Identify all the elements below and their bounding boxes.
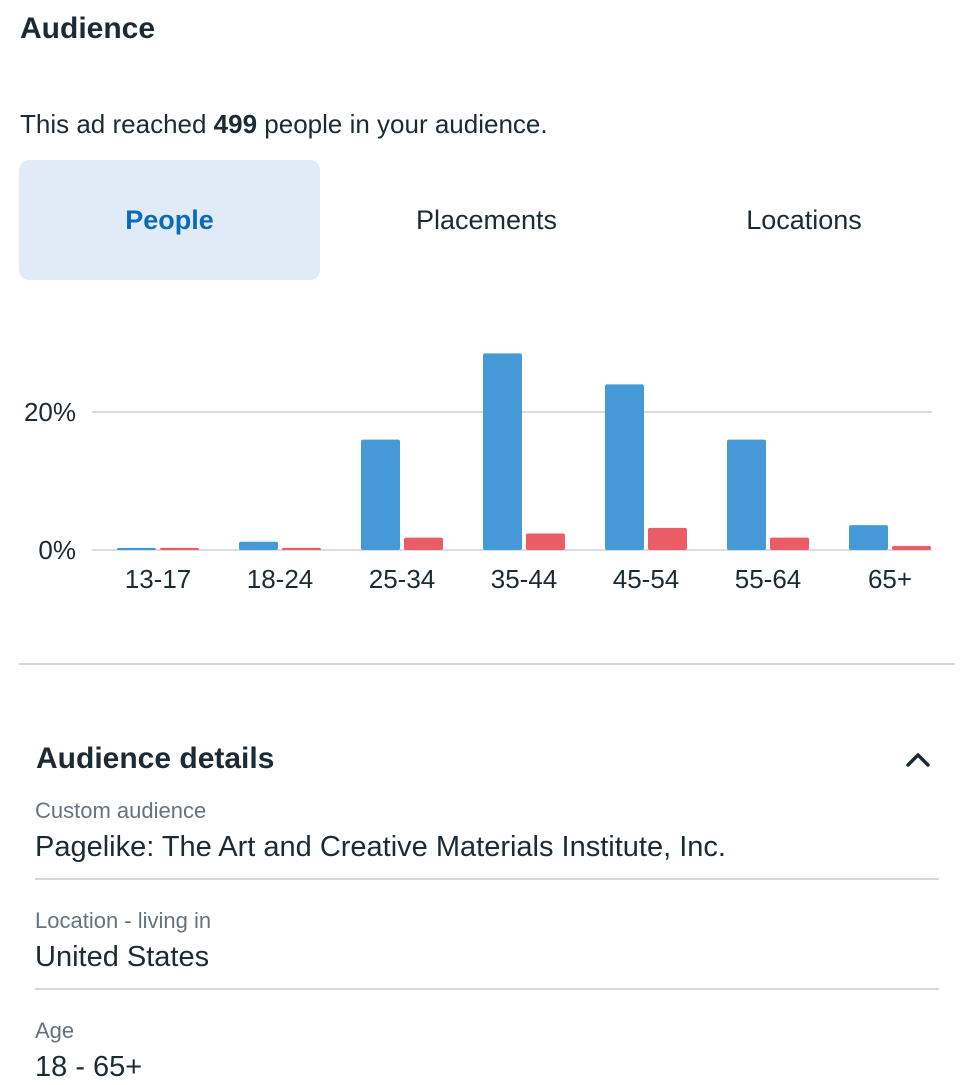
reach-prefix: This ad reached: [20, 109, 214, 139]
bar-13-17-series-1[interactable]: [117, 547, 156, 550]
bar-45-54-series-2[interactable]: [648, 527, 687, 550]
reach-suffix: people in your audience.: [257, 109, 548, 139]
x-tick-label: 45-54: [613, 564, 680, 594]
y-tick-label: 0%: [38, 535, 76, 565]
bar-13-17-series-2[interactable]: [160, 547, 199, 550]
audience-details-title: Audience details: [36, 742, 275, 775]
x-tick-label: 13-17: [125, 564, 192, 594]
bar-65+-series-2[interactable]: [892, 545, 931, 550]
tab-locations[interactable]: Locations: [746, 204, 862, 235]
y-tick-label: 20%: [24, 397, 76, 427]
x-tick-label: 65+: [868, 564, 912, 594]
bar-35-44-series-2[interactable]: [526, 533, 565, 550]
chevron-up-icon[interactable]: [900, 742, 936, 778]
x-tick-label: 18-24: [247, 564, 314, 594]
bar-18-24-series-2[interactable]: [282, 547, 321, 550]
bar-18-24-series-1[interactable]: [239, 541, 278, 550]
detail-age: Age 18 - 65+: [35, 1017, 939, 1085]
detail-value: Pagelike: The Art and Creative Materials…: [35, 831, 726, 863]
bar-65+-series-1[interactable]: [849, 525, 888, 550]
x-tick-label: 55-64: [735, 564, 802, 594]
bar-45-54-series-1[interactable]: [605, 384, 644, 550]
bar-35-44-series-1[interactable]: [483, 353, 522, 550]
detail-divider: [35, 878, 939, 880]
section-divider: [19, 663, 955, 665]
bar-55-64-series-1[interactable]: [727, 439, 766, 550]
detail-label: Age: [35, 1018, 75, 1043]
audience-section-title: Audience: [20, 12, 156, 45]
x-tick-label: 35-44: [491, 564, 558, 594]
reach-count: 499: [213, 109, 258, 139]
detail-label: Location - living in: [35, 908, 212, 933]
reach-summary: This ad reached 499 people in your audie…: [20, 106, 548, 142]
tab-placements[interactable]: Placements: [415, 204, 558, 235]
audience-tabs: People Placements Locations: [19, 160, 955, 280]
detail-value: 18 - 65+: [35, 1051, 143, 1083]
x-tick-label: 25-34: [369, 564, 436, 594]
detail-value: United States: [35, 941, 210, 973]
detail-custom-audience: Custom audience Pagelike: The Art and Cr…: [35, 797, 939, 865]
bar-55-64-series-2[interactable]: [770, 537, 809, 550]
detail-divider: [35, 988, 939, 990]
bar-25-34-series-2[interactable]: [404, 537, 443, 550]
detail-location: Location - living in United States: [35, 907, 939, 975]
tab-people[interactable]: People: [19, 160, 320, 280]
bar-25-34-series-1[interactable]: [361, 439, 400, 550]
age-distribution-chart: 0% 20% 13-17 18-24 25-34 35-44 45-54 55-64 65+: [24, 353, 932, 594]
detail-label: Custom audience: [35, 798, 207, 823]
